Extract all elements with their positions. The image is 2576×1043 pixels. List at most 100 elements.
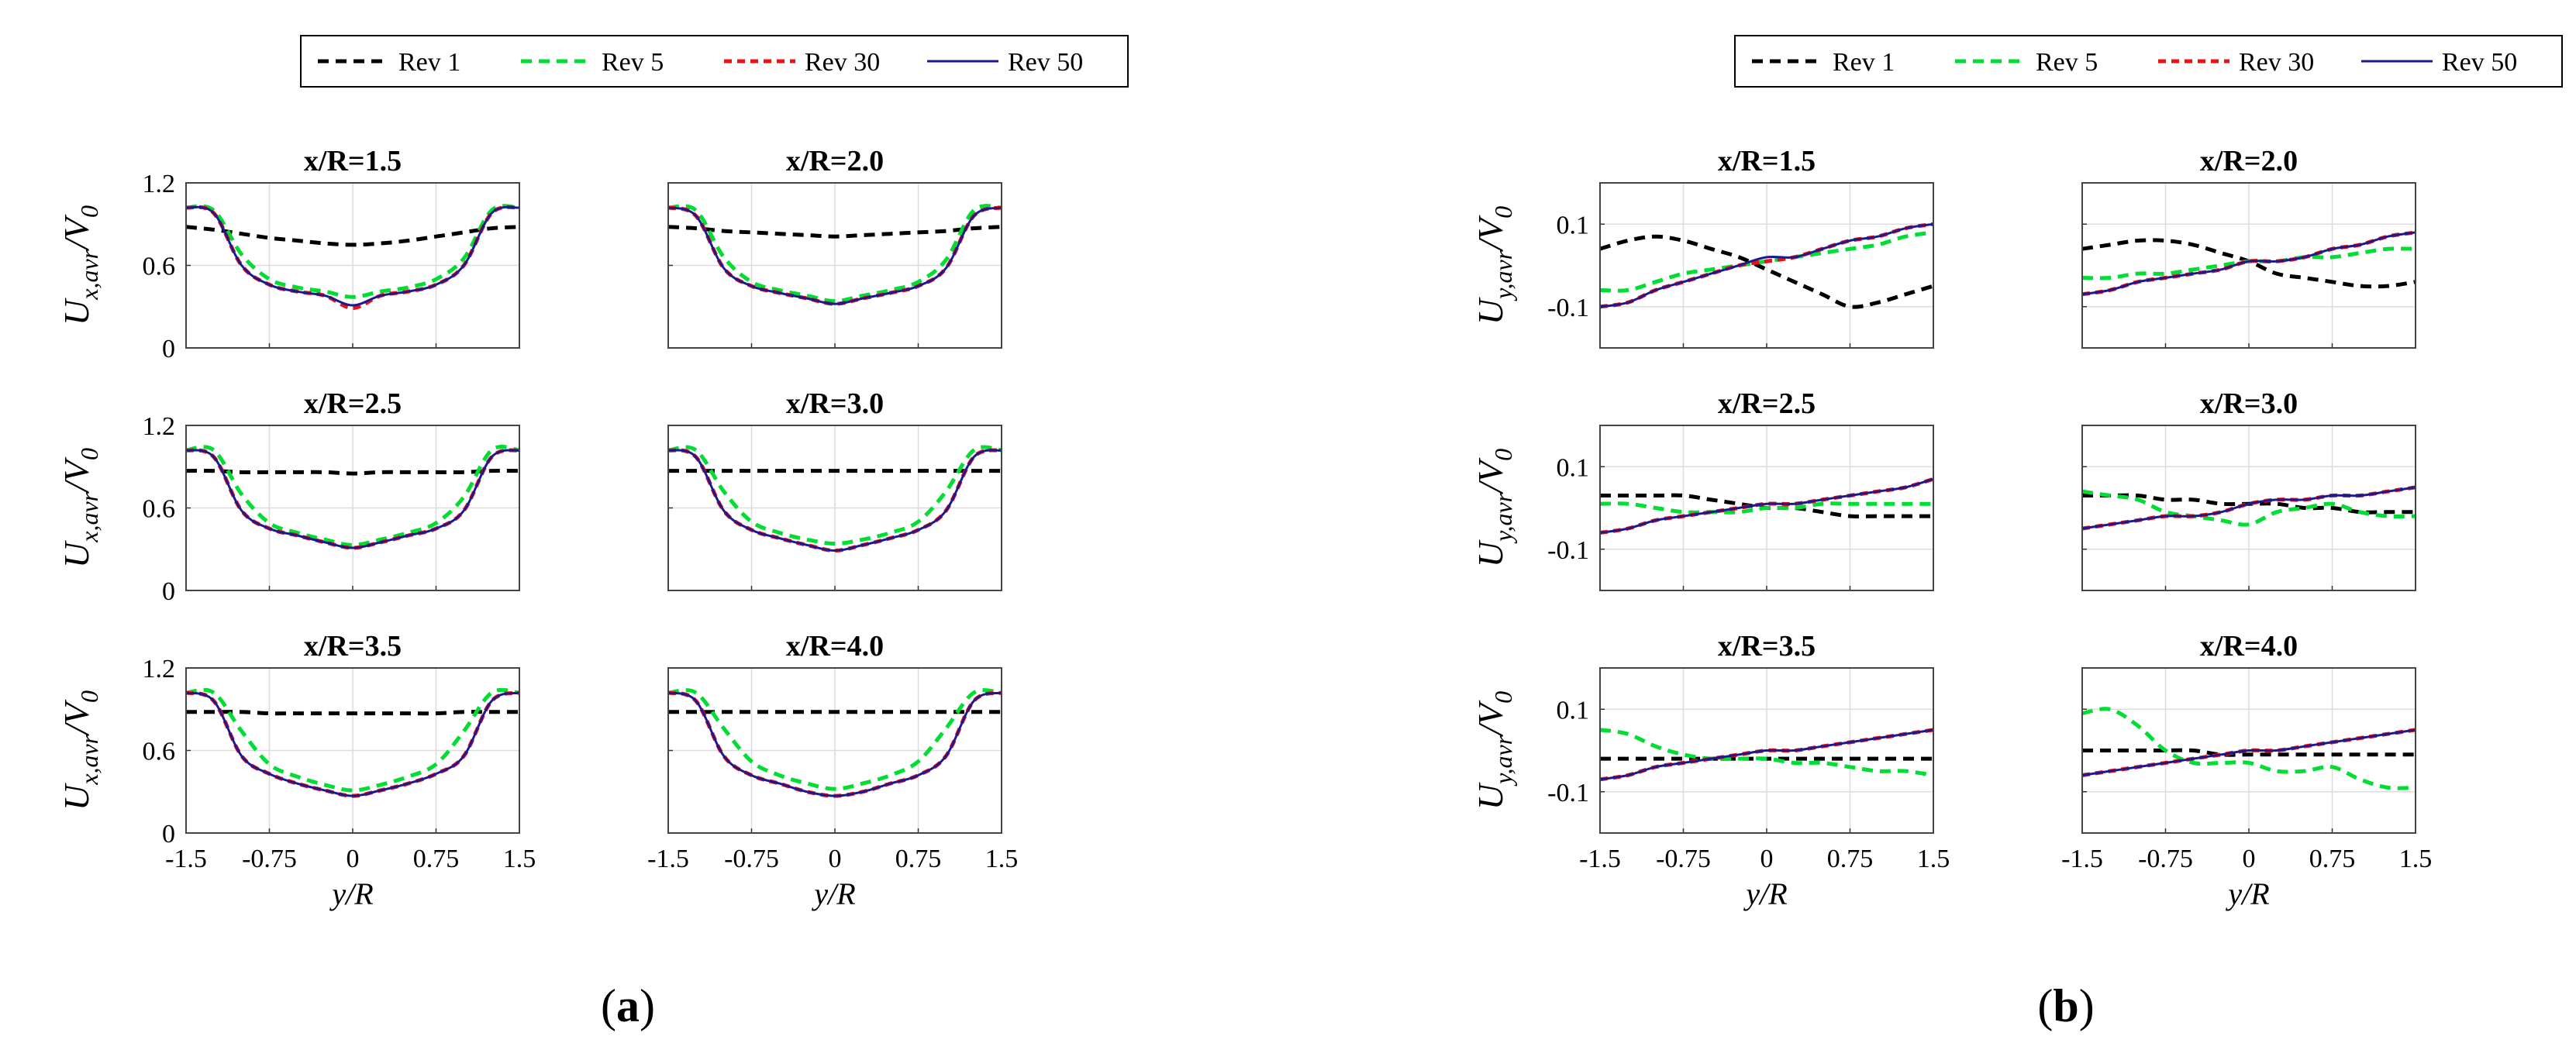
series-line-rev-5 [185,687,520,793]
plot-frame [1599,425,1934,591]
x-tick-label: 1.5 [985,845,1019,873]
x-tick-label: 0 [347,845,360,873]
series-line-rev-5 [667,688,1002,791]
panel-title: x/R=3.0 [2200,387,2298,420]
y-tick-label: 0 [162,577,175,606]
y-axis-label-slash: /V [1471,215,1510,253]
y-axis-label-sub2: 0 [75,690,103,703]
y-tick-label: 0.6 [143,738,176,766]
x-axis-label: y/R [329,876,373,911]
y-axis-label: Ux,avr/V0 [57,690,103,811]
panel-a-1: 00.61.2x/R=1.5Ux,avr/V0 [57,145,520,363]
series-line-rev-5 [667,445,1002,546]
panel-a-3: 00.61.2x/R=2.5Ux,avr/V0 [57,387,520,606]
series-line-rev-50 [1599,728,1934,781]
y-axis-label-slash: /V [57,699,96,737]
y-axis-label-sub: y,avr [1489,492,1517,544]
x-tick-label: -0.75 [242,845,297,873]
series-line-rev-1 [2081,748,2416,757]
legend-label-rev-1: Rev 1 [1833,48,1895,77]
series-line-rev-5 [185,204,520,299]
series-line-rev-50 [185,205,520,307]
panel-b-4: x/R=3.0 [2081,387,2416,591]
series-line-rev-1 [185,468,520,476]
x-tick-label: 0.75 [1827,845,1874,873]
series-line-rev-5 [1599,728,1934,777]
legend-label-rev-1: Rev 1 [398,48,460,77]
y-axis-label-slash: /V [1471,700,1510,738]
x-tick-label: 1.5 [2399,845,2433,873]
y-axis-label-main: U [57,298,96,325]
y-axis-label: Ux,avr/V0 [57,448,103,568]
caption-a: (a) [601,980,655,1031]
series-line-rev-5 [185,445,520,547]
panel-title: x/R=2.5 [1718,387,1816,420]
legend-label-rev-5: Rev 5 [602,48,664,77]
caption-b: (b) [2037,980,2094,1031]
y-tick-label: 0.6 [143,495,176,524]
panel-b-2: x/R=2.0 [2081,145,2416,349]
plot-frame [2081,667,2416,834]
caption-a-open: ( [601,980,616,1031]
panel-title: x/R=4.0 [786,630,884,663]
x-tick-label: -0.75 [724,845,779,873]
x-tick-label: 0 [1760,845,1774,873]
panel-b-3: -0.1 0.1 x/R=2.5 Uy,avr/V0 [1471,387,1934,591]
plot-frame [185,667,520,834]
legend-label-rev-30: Rev 30 [805,48,880,77]
series-line-rev-50 [667,206,1002,305]
panel-title: x/R=1.5 [304,145,402,177]
panel-title: x/R=4.0 [2200,630,2298,663]
y-axis-label-sub2: 0 [1489,206,1517,219]
x-tick-label: -1.5 [2061,845,2103,873]
x-tick-label: 0 [2243,845,2256,873]
series-line-rev-5 [2081,707,2416,790]
plot-frame [1599,667,1934,834]
y-tick-label: -0.1 [1547,779,1589,807]
legend-a: Rev 1 Rev 5 Rev 30 Rev 50 [300,35,1129,88]
panel-a-2: x/R=2.0 [667,145,1002,349]
legend-label-rev-5: Rev 5 [2036,48,2098,77]
panel-b-6: -1.5 -0.75 0 0.75 1.5 x/R=4.0 y/R [2061,630,2432,911]
series-line-rev-50 [1599,477,1934,534]
x-tick-label: 0.75 [413,845,460,873]
y-axis-label-sub: x,avr [75,249,103,300]
series-line-rev-1 [1599,234,1934,309]
y-tick-label: 0 [162,335,175,363]
y-axis-label-sub2: 0 [1489,449,1517,461]
plots-layer: 00.61.2x/R=1.5Ux,avr/V0x/R=2.000.61.2x/R… [57,145,2432,911]
y-axis-label-sub2: 0 [1489,691,1517,704]
series-line-rev-50 [185,691,520,797]
y-axis-label: Uy,avr/V0 [1471,206,1517,325]
y-axis-label-sub2: 0 [75,205,103,218]
y-tick-label: 0.1 [1557,453,1590,482]
x-tick-label: -0.75 [2138,845,2193,873]
y-tick-label: 0.1 [1557,696,1590,725]
x-tick-label: 1.5 [503,845,536,873]
y-axis-label-slash: /V [57,214,96,252]
legend-label-rev-30: Rev 30 [2239,48,2314,77]
x-axis-label: y/R [2225,876,2269,911]
panel-title: x/R=2.0 [786,145,884,177]
x-tick-label: 0.75 [2309,845,2356,873]
plot-frame [1599,182,1934,349]
caption-b-open: ( [2037,980,2053,1031]
panel-title: x/R=2.5 [304,387,402,420]
y-axis-label: Ux,avr/V0 [57,205,103,325]
caption-a-close: ) [640,980,655,1031]
x-tick-label: -1.5 [647,845,689,873]
series-line-rev-50 [2081,486,2416,530]
y-tick-label: 0.6 [143,253,176,281]
y-axis-label-main: U [1471,297,1510,325]
panel-b-1: -0.1 0.1 x/R=1.5 Uy,avr/V0 [1471,145,1934,349]
y-axis-label: Uy,avr/V0 [1471,691,1517,810]
series-line-rev-5 [667,204,1002,304]
y-axis-label-main: U [1471,539,1510,567]
panel-title: x/R=3.5 [304,630,402,663]
y-axis-label-slash: /V [57,456,96,494]
series-line-rev-50 [185,449,520,549]
x-tick-label: 0 [829,845,842,873]
y-axis-label-main: U [1471,782,1510,810]
series-line-rev-50 [667,691,1002,797]
